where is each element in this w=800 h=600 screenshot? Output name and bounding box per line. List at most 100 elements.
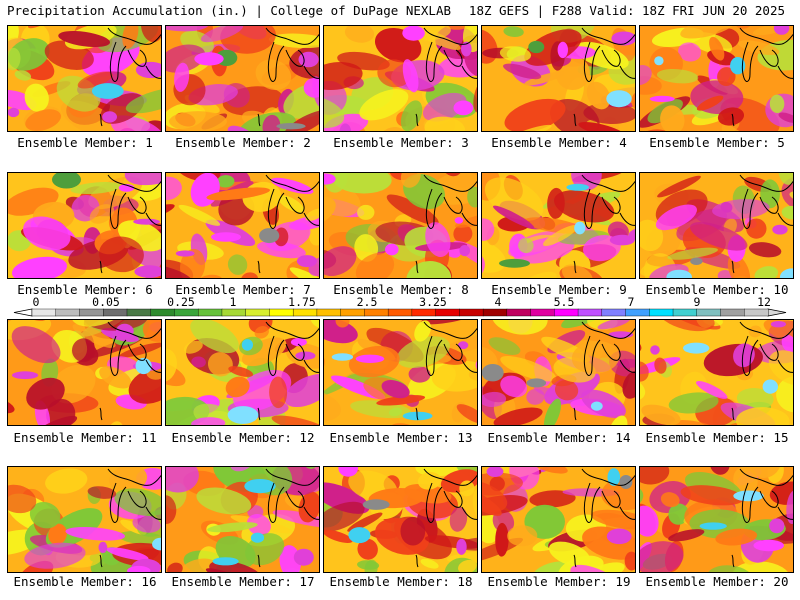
ensemble-member-map <box>639 466 794 573</box>
boundary-line <box>731 554 735 568</box>
colorbar-swatch <box>744 308 769 317</box>
great-lakes-outline <box>423 468 477 523</box>
ensemble-member-map <box>639 319 794 426</box>
colorbar-tick-label: 1.75 <box>288 296 316 309</box>
precipitation-field <box>640 467 793 572</box>
colorbar-swatch <box>530 308 555 317</box>
great-lakes-outline <box>423 321 477 376</box>
boundary-line <box>257 260 261 274</box>
ensemble-member-map <box>7 466 162 573</box>
ensemble-member-label: Ensemble Member: 10 <box>645 282 789 297</box>
colorbar-min-arrow <box>13 308 33 317</box>
ensemble-member-label: Ensemble Member: 7 <box>175 282 311 297</box>
great-lakes-outline <box>265 321 319 376</box>
colorbar-tick-label: 0 <box>33 296 40 309</box>
ensemble-member-label: Ensemble Member: 11 <box>13 430 157 445</box>
ensemble-member-label: Ensemble Member: 8 <box>333 282 469 297</box>
precipitation-field <box>640 173 793 278</box>
precipitation-colorbar: 0 0.05 0.25 1 1.75 2.5 3.25 4 5.5 7 9 12 <box>13 296 787 317</box>
precipitation-field <box>324 467 477 572</box>
colorbar-swatch <box>245 308 270 317</box>
ensemble-member-map <box>7 172 162 279</box>
great-lakes-outline <box>739 468 793 523</box>
colorbar-swatch <box>601 308 627 317</box>
ensemble-member-map <box>323 25 478 132</box>
boundary-line <box>257 407 261 421</box>
ensemble-member-map <box>481 25 636 132</box>
precipitation-field <box>482 173 635 278</box>
great-lakes-outline <box>739 174 793 229</box>
ensemble-member-label: Ensemble Member: 16 <box>13 574 157 589</box>
great-lakes-outline <box>107 468 161 523</box>
ensemble-member-label: Ensemble Member: 14 <box>487 430 631 445</box>
great-lakes-outline <box>581 468 635 523</box>
precipitation-field <box>324 320 477 425</box>
ensemble-member-map <box>165 172 320 279</box>
ensemble-member-label: Ensemble Member: 13 <box>329 430 473 445</box>
boundary-line <box>415 113 419 127</box>
ensemble-member-label: Ensemble Member: 12 <box>171 430 315 445</box>
boundary-line <box>731 260 735 274</box>
colorbar-swatch <box>649 308 674 317</box>
ensemble-member-label: Ensemble Member: 2 <box>175 135 311 150</box>
colorbar-swatch <box>435 308 460 317</box>
colorbar-tick-label: 2.5 <box>357 296 378 309</box>
precipitation-field <box>482 467 635 572</box>
precipitation-field <box>640 320 793 425</box>
great-lakes-outline <box>581 174 635 229</box>
precipitation-field <box>482 320 635 425</box>
great-lakes-outline <box>581 27 635 82</box>
boundary-line <box>573 554 577 568</box>
colorbar-swatch <box>269 308 294 317</box>
ensemble-member-label: Ensemble Member: 6 <box>17 282 153 297</box>
great-lakes-outline <box>265 468 319 523</box>
colorbar-swatch <box>411 308 437 317</box>
boundary-line <box>573 407 577 421</box>
ensemble-member-map <box>7 319 162 426</box>
colorbar-swatch <box>150 308 175 317</box>
colorbar-swatch <box>482 308 508 317</box>
precipitation-field <box>166 320 319 425</box>
colorbar-swatch <box>197 308 223 317</box>
precipitation-field <box>324 173 477 278</box>
ensemble-member-map <box>7 25 162 132</box>
ensemble-member-label: Ensemble Member: 9 <box>491 282 627 297</box>
colorbar-swatch <box>364 308 389 317</box>
precipitation-field <box>324 26 477 131</box>
colorbar-swatch <box>174 308 199 317</box>
chart-title: Precipitation Accumulation (in.) | Colle… <box>7 3 452 18</box>
precipitation-field <box>482 26 635 131</box>
boundary-line <box>99 407 103 421</box>
colorbar-swatch <box>340 308 365 317</box>
colorbar-swatch <box>79 308 104 317</box>
great-lakes-outline <box>265 27 319 82</box>
ensemble-member-map <box>481 466 636 573</box>
ensemble-member-label: Ensemble Member: 1 <box>17 135 153 150</box>
ensemble-member-map <box>323 466 478 573</box>
ensemble-member-map <box>165 466 320 573</box>
great-lakes-outline <box>739 321 793 376</box>
colorbar-tick-label: 9 <box>694 296 701 309</box>
ensemble-member-label: Ensemble Member: 20 <box>645 574 789 589</box>
boundary-line <box>573 113 577 127</box>
boundary-line <box>415 407 419 421</box>
boundary-line <box>573 260 577 274</box>
colorbar-swatch <box>459 308 484 317</box>
ensemble-member-map <box>639 172 794 279</box>
great-lakes-outline <box>739 27 793 82</box>
great-lakes-outline <box>107 321 161 376</box>
colorbar-swatch <box>672 308 698 317</box>
precipitation-field <box>8 173 161 278</box>
great-lakes-outline <box>107 27 161 82</box>
colorbar-swatch <box>103 308 128 317</box>
boundary-line <box>415 554 419 568</box>
colorbar-swatch <box>506 308 532 317</box>
precipitation-field <box>640 26 793 131</box>
ensemble-member-label: Ensemble Member: 5 <box>649 135 785 150</box>
ensemble-member-label: Ensemble Member: 4 <box>491 135 627 150</box>
precipitation-field <box>8 320 161 425</box>
great-lakes-outline <box>265 174 319 229</box>
colorbar-swatch <box>316 308 342 317</box>
colorbar-tick-label: 12 <box>757 296 771 309</box>
colorbar-swatch <box>696 308 722 317</box>
